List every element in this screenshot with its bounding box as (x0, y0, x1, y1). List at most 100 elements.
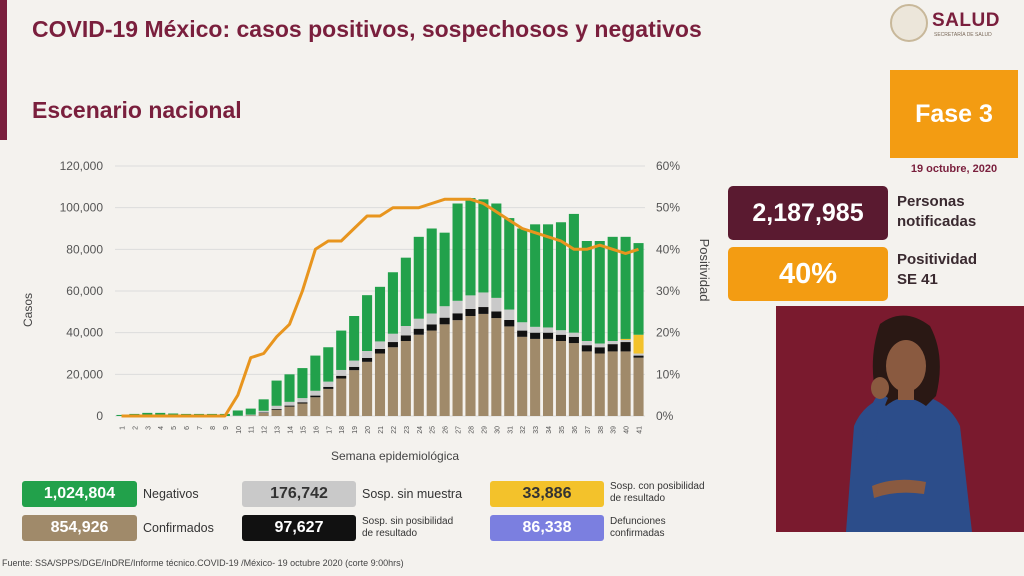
bar-segment (594, 347, 605, 354)
bar-segment (555, 330, 567, 335)
bar-segment (310, 390, 321, 396)
bar-segment (452, 300, 463, 314)
bar-segment (336, 375, 347, 379)
bar-segment (400, 257, 411, 326)
bar-segment (387, 333, 398, 343)
personas-label-line1: Personas (897, 193, 965, 210)
x-tick-label: 13 (275, 426, 282, 434)
legend-defunciones-value: 86,338 (490, 515, 604, 541)
bar-segment (297, 403, 308, 416)
y-tick-label: 60,000 (66, 284, 103, 298)
positividad-label-line2: SE 41 (897, 271, 938, 288)
x-tick-label: 11 (249, 426, 256, 433)
x-tick-label: 1 (119, 426, 126, 430)
x-tick-label: 39 (611, 426, 618, 434)
bar-segment (336, 369, 347, 376)
bar-segment (530, 224, 541, 327)
bar-segment (284, 406, 295, 416)
report-date: 19 octubre, 2020 (910, 163, 998, 175)
bar-segment (297, 402, 308, 404)
bar-segment (310, 355, 321, 391)
bar-segment (452, 203, 463, 301)
x-tick-label: 18 (339, 426, 346, 434)
bar-segment (374, 286, 386, 342)
bar-segment (439, 324, 450, 416)
legend-confirmados-value: 854,926 (22, 515, 137, 541)
bar-segment (362, 295, 373, 351)
y-tick-label: 100,000 (60, 201, 104, 215)
bar-segment (155, 412, 166, 416)
personas-notificadas-label: Personas notificadas (897, 192, 976, 232)
bar-segment (413, 236, 424, 319)
bar-segment (491, 297, 502, 312)
y-axis-label: Casos (21, 293, 35, 327)
legend-sin-posibilidad-value: 97,627 (242, 515, 356, 541)
x-tick-label: 33 (533, 426, 540, 434)
seal-icon (890, 4, 928, 42)
bar-segment (426, 313, 437, 325)
x-tick-label: 40 (624, 426, 631, 434)
x-tick-label: 3 (145, 426, 152, 430)
bar-segment (581, 345, 592, 352)
bar-segment (620, 342, 631, 352)
bar-segment (620, 338, 631, 340)
personas-label-line2: notificadas (897, 213, 977, 230)
bar-segment (478, 199, 489, 293)
positividad-label-line1: Positividad (897, 251, 978, 268)
bar-segment (478, 307, 489, 314)
bar-segment (413, 328, 424, 335)
bar-segment (607, 344, 618, 352)
chart-bars (116, 198, 644, 416)
bar-segment (633, 355, 644, 358)
bar-segment (452, 313, 463, 321)
bar-segment (594, 343, 605, 348)
accent-bar (0, 0, 7, 140)
bar-segment (555, 334, 567, 341)
bar-segment (271, 409, 282, 416)
bar-segment (543, 327, 554, 333)
bar-segment (297, 368, 308, 399)
bar-segment (323, 381, 334, 387)
bar-segment (581, 341, 592, 346)
bar-segment (581, 241, 592, 341)
bar-segment (491, 318, 502, 416)
bar-segment (491, 311, 502, 319)
bar-segment (543, 224, 554, 328)
x-tick-label: 35 (559, 426, 566, 434)
bar-segment (362, 351, 373, 358)
legend-sin-posibilidad-line1: Sosp. sin posibilidad (362, 516, 454, 527)
bar-segment (504, 309, 515, 320)
source-footer: Fuente: SSA/SPPS/DGE/InDRE/Informe técni… (2, 558, 404, 568)
bar-segment (465, 308, 476, 316)
bar-segment (310, 397, 321, 416)
salud-logo: SALUD SECRETARÍA DE SALUD (890, 4, 1018, 44)
sign-language-interpreter-video (776, 306, 1024, 532)
x-tick-label: 19 (352, 426, 359, 434)
bar-segment (271, 408, 282, 410)
bar-segment (517, 336, 528, 416)
bar-segment (620, 339, 631, 343)
bar-segment (426, 330, 437, 416)
x-tick-label: 26 (443, 426, 450, 434)
bar-segment (543, 332, 554, 339)
legend-con-posibilidad-line1: Sosp. con posibilidad (610, 481, 705, 492)
y2-tick-label: 60% (656, 159, 680, 173)
bar-segment (452, 320, 463, 416)
legend-defunciones-label: Defunciones confirmadas (610, 516, 666, 540)
bar-segment (633, 243, 644, 335)
bar-segment (323, 347, 334, 382)
bar-segment (258, 412, 269, 416)
y2-tick-label: 10% (656, 367, 680, 381)
bar-segment (336, 378, 347, 416)
bar-segment (297, 398, 308, 403)
bar-segment (387, 342, 398, 348)
x-tick-label: 31 (507, 426, 514, 434)
bar-segment (465, 295, 476, 309)
x-tick-label: 38 (598, 426, 605, 434)
bar-segment (349, 366, 360, 371)
x-tick-label: 2 (132, 426, 139, 430)
bar-segment (555, 341, 567, 416)
bar-segment (633, 334, 644, 354)
bar-segment (620, 351, 631, 416)
bar-segment (478, 292, 489, 308)
